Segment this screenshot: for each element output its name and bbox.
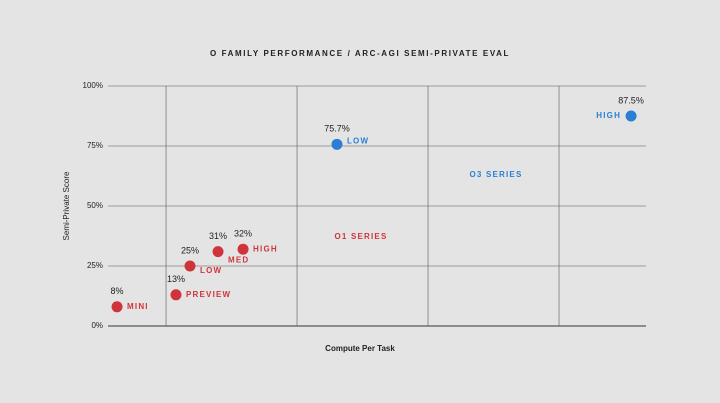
point-label: MED [228,256,249,265]
y-tick-label: 75% [87,141,103,150]
value-label: 8% [111,286,124,296]
point [170,289,182,301]
chart-title: O FAMILY PERFORMANCE / ARC-AGI SEMI-PRIV… [210,49,510,58]
value-label: 87.5% [618,95,644,105]
point-label: PREVIEW [186,290,231,299]
value-label: 13% [167,274,185,284]
point-label: LOW [200,266,222,275]
point-label: LOW [347,136,369,145]
y-axis-label: Semi-Private Score [62,171,71,240]
point-label: MINI [127,302,149,311]
point [184,260,196,272]
y-tick-label: 0% [91,321,103,330]
value-label: 32% [234,229,252,239]
point [111,301,123,313]
value-label: 31% [209,231,227,241]
x-axis-label: Compute Per Task [325,344,395,353]
point [212,246,224,258]
y-tick-label: 100% [83,81,103,90]
point-label: HIGH [253,244,278,253]
point [331,138,343,150]
value-label: 25% [181,245,199,255]
point-label: HIGH [596,111,621,120]
point [237,243,249,255]
y-tick-label: 25% [87,261,103,270]
series-label: O3 SERIES [469,170,522,179]
series-label: O1 SERIES [334,232,387,241]
point [625,110,637,122]
y-tick-label: 50% [87,201,103,210]
value-label: 75.7% [324,124,350,134]
